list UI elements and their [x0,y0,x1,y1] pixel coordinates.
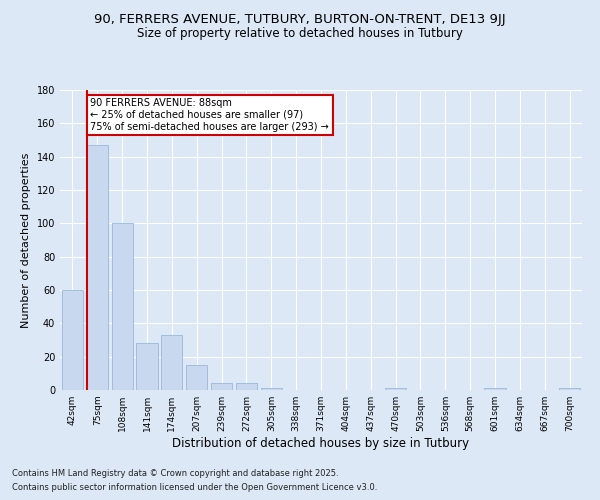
Bar [385,388,406,390]
Bar [236,384,257,390]
Text: 90 FERRERS AVENUE: 88sqm
← 25% of detached houses are smaller (97)
75% of semi-d: 90 FERRERS AVENUE: 88sqm ← 25% of detach… [91,98,329,132]
Text: Contains public sector information licensed under the Open Government Licence v3: Contains public sector information licen… [12,484,377,492]
Bar [136,344,158,390]
X-axis label: Distribution of detached houses by size in Tutbury: Distribution of detached houses by size … [172,437,470,450]
Text: Contains HM Land Registry data © Crown copyright and database right 2025.: Contains HM Land Registry data © Crown c… [12,468,338,477]
Bar [62,290,83,390]
Y-axis label: Number of detached properties: Number of detached properties [21,152,31,328]
Text: 90, FERRERS AVENUE, TUTBURY, BURTON-ON-TRENT, DE13 9JJ: 90, FERRERS AVENUE, TUTBURY, BURTON-ON-T… [94,12,506,26]
Bar [484,388,506,390]
Bar [211,384,232,390]
Bar [559,388,580,390]
Bar [261,388,282,390]
Text: Size of property relative to detached houses in Tutbury: Size of property relative to detached ho… [137,28,463,40]
Bar [87,145,108,390]
Bar [112,224,133,390]
Bar [161,335,182,390]
Bar [186,365,207,390]
